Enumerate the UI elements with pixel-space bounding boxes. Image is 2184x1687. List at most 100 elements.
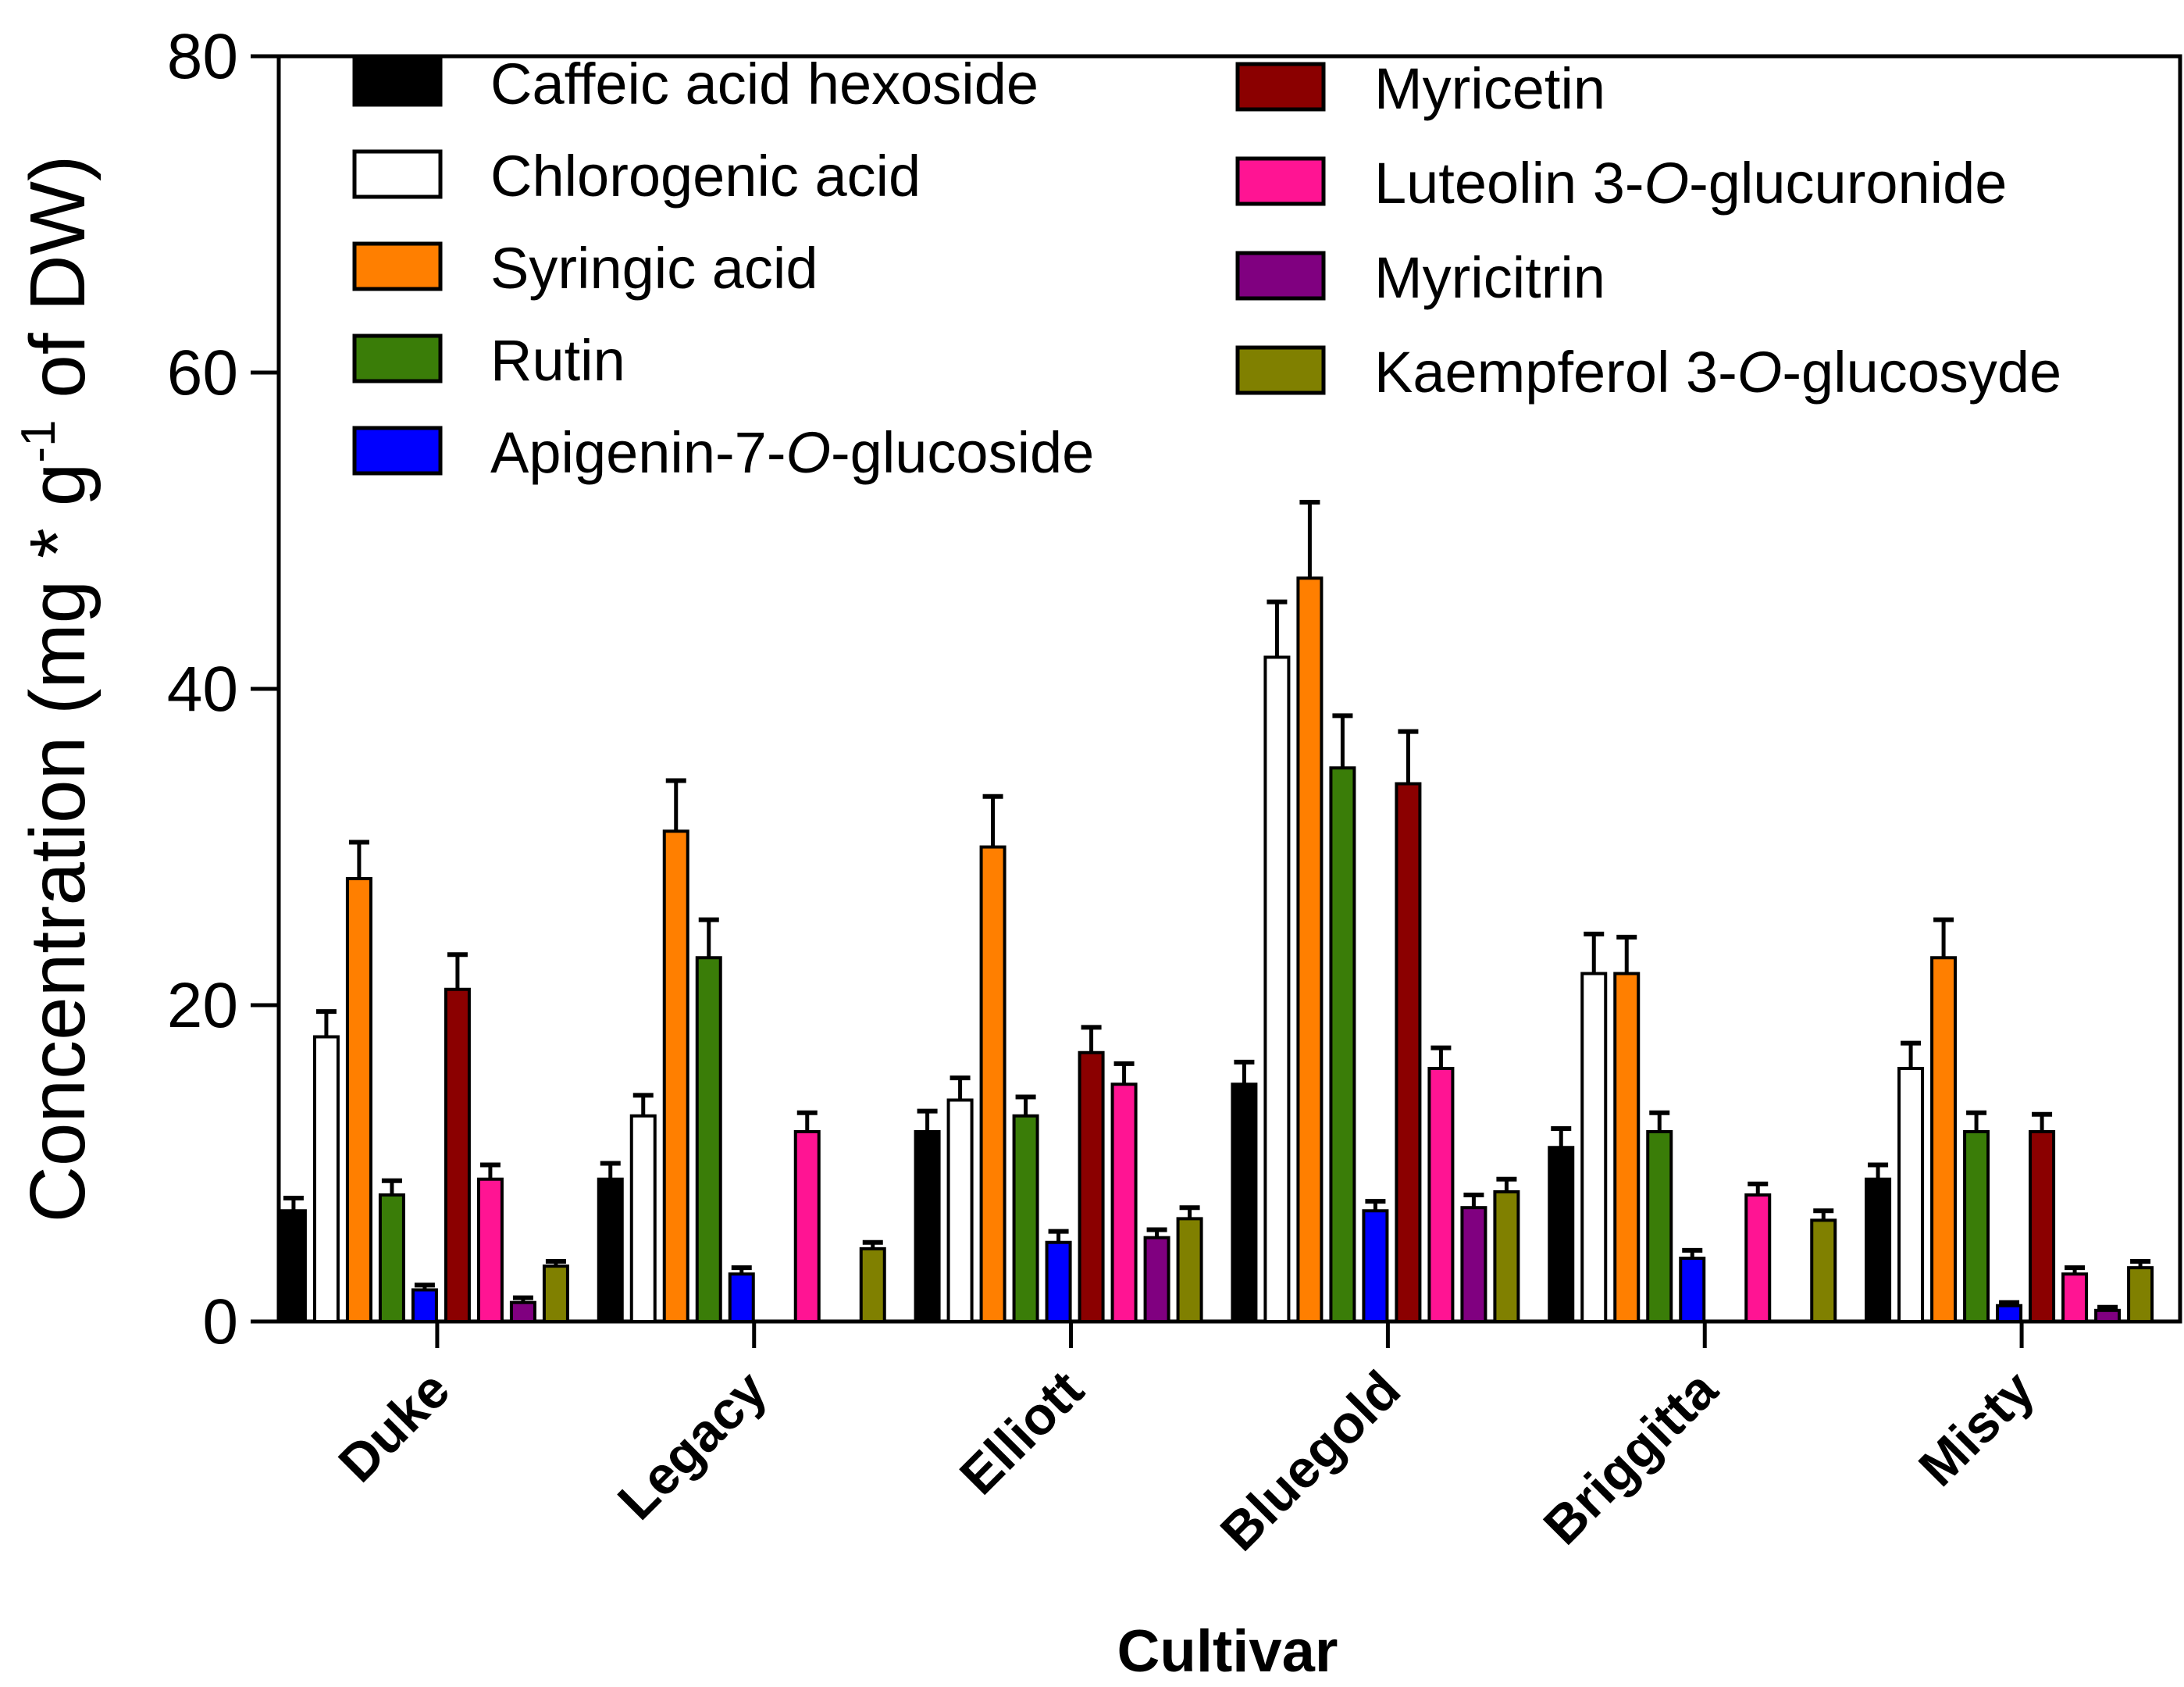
bar: [914, 1130, 941, 1323]
x-tick-label: Duke: [327, 1360, 461, 1493]
bar: [695, 956, 722, 1323]
x-tick-label: Elliott: [949, 1360, 1095, 1506]
bar: [1078, 1050, 1105, 1323]
legend-item: Luteolin 3-O-glucuronide: [1235, 151, 2007, 216]
bar: [1263, 655, 1291, 1323]
bar: [662, 829, 689, 1323]
bar: [312, 1035, 340, 1323]
y-axis-title-tail: of DW): [14, 155, 102, 420]
bar: [946, 1098, 974, 1323]
bar: [345, 877, 372, 1323]
bar: [1460, 1206, 1487, 1323]
y-axis-title: Concentration (mg * g-1 of DW): [12, 155, 102, 1223]
legend-swatch: [1235, 345, 1326, 395]
bar: [1395, 782, 1422, 1323]
legend-label-part: Myricetin: [1374, 56, 1605, 121]
bar: [280, 1209, 307, 1323]
bar: [2061, 1272, 2089, 1323]
legend-label-part: Myricitrin: [1374, 245, 1605, 310]
bar: [2029, 1130, 2056, 1323]
bar: [1996, 1304, 2023, 1323]
bar: [1176, 1217, 1203, 1323]
bar: [1646, 1130, 1673, 1323]
y-tick-label: 80: [167, 21, 238, 92]
bar: [1930, 956, 1958, 1323]
bar: [378, 1193, 405, 1323]
bar: [1865, 1177, 1892, 1323]
legend-label: Apigenin-7-O-glucoside: [490, 420, 1094, 485]
y-tick-label: 20: [167, 970, 238, 1041]
legend-label-part: Rutin: [490, 328, 625, 393]
legend-item: Myricetin: [1235, 56, 1605, 121]
legend-label-part: -glucosyde: [1782, 340, 2061, 405]
bar: [476, 1177, 504, 1323]
legend-item: Syringic acid: [352, 236, 818, 301]
y-axis: 0 20 40 60 80: [167, 21, 279, 1357]
bar: [1810, 1218, 1837, 1324]
bar: [1427, 1067, 1455, 1323]
legend-label-part: O: [786, 420, 831, 485]
x-tick-label: Bluegold: [1210, 1360, 1412, 1562]
legend-swatch: [352, 57, 443, 107]
legend-label: Syringic acid: [490, 236, 818, 301]
bar: [1362, 1209, 1389, 1323]
bar: [1679, 1257, 1706, 1323]
bar: [859, 1247, 886, 1323]
legend-label: Luteolin 3-O-glucuronide: [1374, 151, 2007, 216]
legend-label-part: -glucoside: [831, 420, 1094, 485]
x-tick-label: Misty: [1908, 1360, 2046, 1498]
bar: [444, 987, 471, 1323]
y-tick-label: 40: [167, 654, 238, 725]
legend-label-part: -glucuronide: [1689, 151, 2007, 216]
bar: [1744, 1193, 1772, 1323]
legend-swatch: [1235, 62, 1326, 112]
legend-item: Caffeic acid hexoside: [352, 52, 1039, 116]
bar: [597, 1177, 624, 1323]
legend-swatch: [352, 241, 443, 291]
legend-label-part: Chlorogenic acid: [490, 144, 921, 209]
bar: [979, 845, 1006, 1323]
bar: [542, 1264, 569, 1323]
legend-swatch: [352, 426, 443, 476]
bar: [2094, 1308, 2122, 1323]
bar: [1296, 576, 1324, 1323]
legend-item: Chlorogenic acid: [352, 144, 921, 209]
bar: [1963, 1130, 1990, 1323]
y-axis-title-main: Concentration (mg * g: [14, 463, 102, 1223]
bar: [1143, 1236, 1170, 1324]
bar: [1045, 1240, 1072, 1323]
legend-label: Rutin: [490, 328, 625, 393]
legend-label-part: Syringic acid: [490, 236, 818, 301]
y-tick-label: 0: [202, 1286, 238, 1357]
x-axis: Duke Legacy Elliott Bluegold Briggitta Misty: [327, 1321, 2046, 1562]
legend-label-part: O: [1737, 340, 1783, 405]
legend-label: Chlorogenic acid: [490, 144, 921, 209]
legend-label-part: O: [1644, 151, 1690, 216]
x-tick-label: Briggitta: [1532, 1359, 1729, 1556]
bar: [2127, 1266, 2154, 1324]
bar: [1329, 766, 1356, 1323]
bar: [1012, 1114, 1039, 1323]
legend-item: Apigenin-7-O-glucoside: [352, 420, 1094, 485]
legend: Caffeic acid hexoside Chlorogenic acid Syr…: [352, 52, 2061, 485]
legend-item: Rutin: [352, 328, 625, 393]
x-axis-title: Cultivar: [1117, 1618, 1338, 1685]
x-tick-label: Legacy: [607, 1360, 778, 1532]
bar: [1548, 1146, 1575, 1323]
legend-swatch: [352, 333, 443, 383]
legend-label-part: Luteolin 3-: [1374, 151, 1644, 216]
y-axis-title-superscript: -1: [12, 420, 66, 463]
legend-label: Myricetin: [1374, 56, 1605, 121]
legend-label: Kaempferol 3-O-glucosyde: [1374, 340, 2061, 405]
legend-label-part: Apigenin-7-: [490, 420, 786, 485]
bar: [1613, 972, 1641, 1323]
legend-swatch: [1235, 251, 1326, 301]
legend-label-part: Caffeic acid hexoside: [490, 52, 1039, 116]
bar: [1231, 1082, 1258, 1323]
legend-swatch: [352, 149, 443, 199]
bar: [629, 1114, 657, 1323]
bars: [280, 500, 2154, 1324]
bar: [728, 1272, 755, 1323]
bar: [1580, 972, 1608, 1323]
y-tick-label: 60: [167, 337, 238, 408]
